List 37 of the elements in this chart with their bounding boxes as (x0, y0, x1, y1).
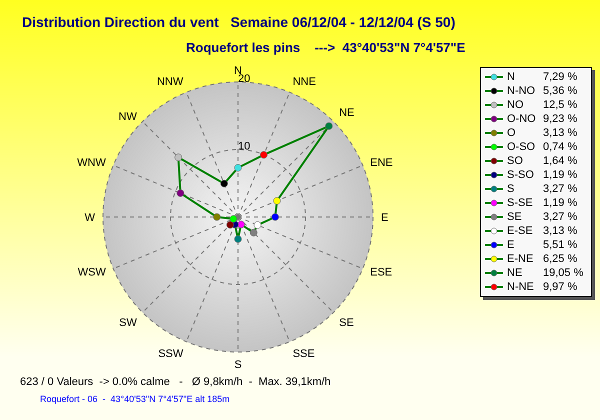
text: O 3,13 % (507, 127, 578, 139)
spoke-label: S (234, 358, 242, 371)
text: O-SO 0,74 % (507, 141, 578, 153)
spoke-label: SE (339, 316, 354, 329)
spoke-label: ESE (370, 266, 392, 279)
spoke-label: W (84, 212, 96, 224)
text: N-NE 9,97 % (507, 281, 578, 293)
text: N 7,29 % (507, 71, 578, 83)
spoke-label: E (381, 212, 388, 224)
spoke-label: NW (118, 110, 138, 123)
text: O-NO 9,23 % (507, 113, 578, 125)
spoke-label: NNE (292, 76, 316, 88)
text: S-SO 1,19 % (507, 169, 578, 181)
chart-title: Distribution Direction du vent Semaine 06/12/04 - 12/12/04 (S 50) (22, 14, 456, 30)
text: E 5,51 % (507, 239, 578, 251)
text: N-NO 5,36 % (507, 85, 578, 97)
spoke-label: NE (339, 106, 354, 119)
chart-subtitle: Roquefort les pins ---> 43°40'53"N 7°4'57"E (186, 40, 466, 55)
text: SO 1,64 % (507, 155, 578, 167)
spoke-label: WSW (78, 266, 106, 279)
text: NE 19,05 % (507, 267, 584, 279)
spoke-label: WNW (77, 157, 106, 170)
spoke-label: ENE (370, 157, 393, 170)
text: 623 / 0 Valeurs -> 0.0% calme - Ø 9,8km/h - Max. 39,1km/h (20, 376, 331, 388)
text: Roquefort - 06 - 43°40'53"N 7°4'57"E alt 185m (40, 394, 230, 404)
spoke-label: SW (119, 316, 138, 329)
text: S-SE 1,19 % (507, 197, 578, 209)
y-tick-label: 10 (238, 140, 250, 152)
text: E-NE 6,25 % (507, 253, 578, 265)
spoke-label: SSE (292, 348, 315, 360)
text: E-SE 3,13 % (507, 225, 578, 237)
spoke-label: NNW (156, 76, 184, 88)
text: SE 3,27 % (507, 211, 578, 223)
text: NO 12,5 % (507, 99, 578, 111)
y-tick-label: 20 (238, 73, 250, 85)
text: S 3,27 % (507, 183, 578, 195)
spoke-label: SSW (158, 348, 184, 360)
